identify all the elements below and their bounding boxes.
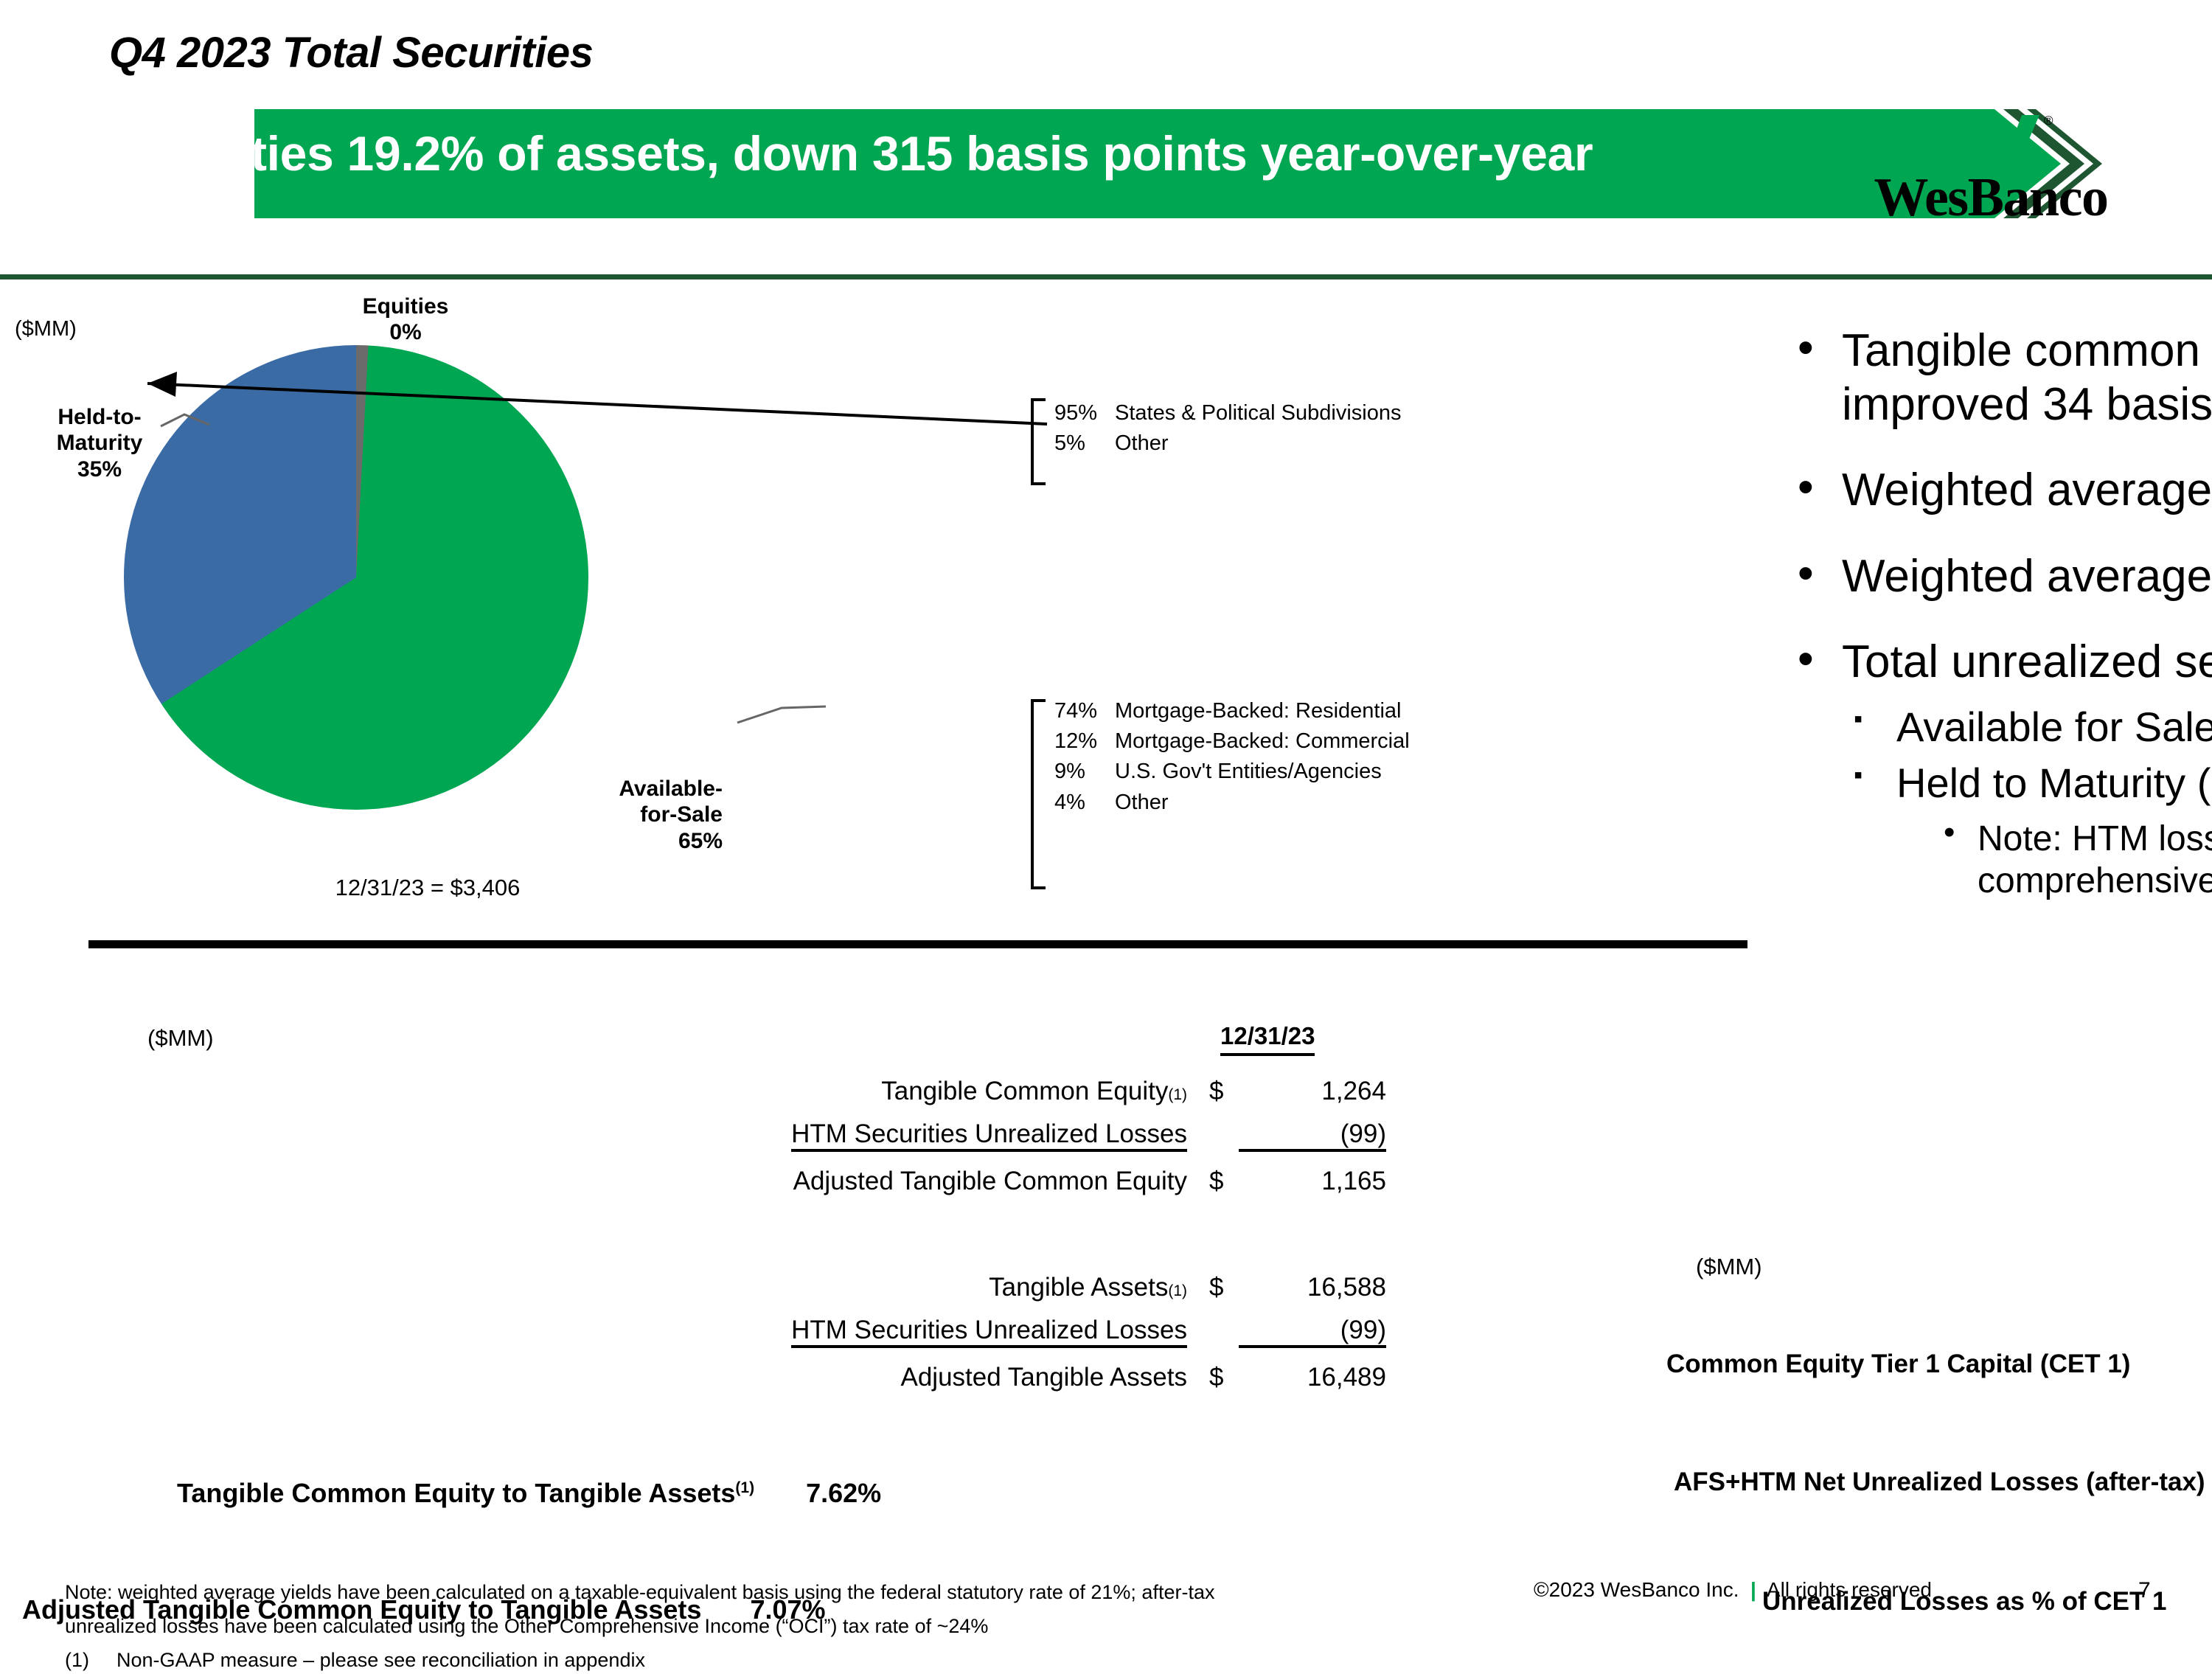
currency-symbol: $ [1209, 1167, 1224, 1195]
currency-symbol: $ [1209, 1273, 1224, 1302]
pie-slices [124, 345, 588, 810]
bullet-item: Weighted average yield 2.48% vs. 2.32% l… [1784, 461, 2212, 518]
summary-row-tce-ratio: Tangible Common Equity to Tangible Asset… [177, 1478, 882, 1508]
left-table-column-header: 12/31/23 [1220, 1022, 1315, 1056]
summary-row-adjusted-tce-ratio: Adjusted Tangible Common Equity to Tangi… [22, 1594, 826, 1625]
pie-label-held-to-maturity: Held-to- Maturity 35% [56, 405, 143, 482]
table-cell-value: 1,165 [1321, 1167, 1386, 1195]
section-divider [88, 940, 1747, 948]
wesbanco-logo: ® WesBanco [1836, 109, 2146, 257]
sub-sub-bullet-item: Note: HTM losses not recognized in accum… [1932, 813, 2212, 903]
header-divider [0, 274, 2212, 279]
legend-item: 4% Other [1054, 790, 1169, 814]
table-row: AFS+HTM Net Unrealized Losses (after-tax… [1674, 1468, 2205, 1496]
bullet-item: Weighted average duration 5.2 [1784, 547, 2212, 604]
left-table-units: ($MM) [147, 1025, 214, 1051]
banner-title: Securities 19.2% of assets, down 315 bas… [103, 126, 1593, 181]
right-table-units: ($MM) [1696, 1254, 1762, 1279]
htm-legend: 95% States & Political Subdivisions 5% O… [1054, 398, 1401, 459]
table-cell-value: (99) [1239, 1119, 1386, 1152]
pie-label-available-for-sale: Available- for-Sale 65% [619, 777, 723, 853]
sub-bullet-item: Available for Sale (“AFS”) = $233MM [1842, 703, 2212, 751]
copyright-notice: ©2023 WesBanco Inc. | All rights reserve… [1534, 1578, 1933, 1601]
chart-units-label: ($MM) [15, 317, 77, 341]
legend-item: 95% States & Political Subdivisions [1054, 401, 1402, 425]
htm-legend-bracket [1031, 398, 1046, 485]
securities-pie-chart: ($MM) Equities 0% Held-to- Maturity 35% … [0, 280, 1410, 922]
table-cell-value: 16,588 [1307, 1273, 1386, 1302]
table-row: Common Equity Tier 1 Capital (CET 1) [1666, 1350, 2131, 1378]
highlights-bullet-list: Tangible common equity to tangible asset… [1784, 322, 2212, 903]
page-number: 7 [2138, 1578, 2151, 1602]
table-cell-value: 16,489 [1307, 1363, 1386, 1392]
legend-item: 9% U.S. Gov't Entities/Agencies [1054, 760, 1382, 784]
afs-legend: 74% Mortgage-Backed: Residential 12% Mor… [1054, 696, 1410, 818]
footnote-line-2: unrealized losses have been calculated u… [65, 1615, 989, 1637]
table-row: Adjusted Tangible Assets [900, 1363, 1187, 1392]
bullet-item: Total unrealized securities losses (afte… [1784, 633, 2212, 690]
wesbanco-wordmark: WesBanco [1874, 167, 2109, 228]
bullet-item: Tangible common equity to tangible asset… [1784, 322, 2212, 431]
afs-legend-bracket [1031, 699, 1046, 889]
registered-mark: ® [2044, 114, 2053, 128]
table-row: Adjusted Tangible Common Equity [793, 1167, 1187, 1195]
table-cell-value: (99) [1239, 1316, 1386, 1348]
banner-shape [254, 109, 2102, 218]
table-row: Unrealized Losses as % of CET 1 [1762, 1587, 2167, 1616]
footnote-line-3: (1) Non-GAAP measure – please see reconc… [65, 1649, 645, 1671]
table-row: Tangible Assets (1) [989, 1273, 1187, 1302]
sub-bullet-item: Held to Maturity (“HTM”) = $99MM [1842, 759, 2212, 808]
currency-symbol: $ [1209, 1363, 1224, 1392]
pie-label-equities: Equities 0% [362, 294, 449, 345]
pie-graphic [124, 345, 588, 810]
banner: Securities 19.2% of assets, down 315 bas… [0, 109, 2212, 218]
legend-item: 74% Mortgage-Backed: Residential [1054, 699, 1402, 723]
footnote-line-1: Note: weighted average yields have been … [65, 1581, 1215, 1603]
table-row: HTM Securities Unrealized Losses [0, 1119, 1187, 1152]
page-title: Q4 2023 Total Securities [109, 29, 594, 77]
chart-total-label: 12/31/23 = $3,406 [335, 875, 521, 900]
legend-item: 5% Other [1054, 431, 1169, 456]
currency-symbol: $ [1209, 1077, 1224, 1105]
table-cell-value: 1,264 [1321, 1077, 1386, 1105]
table-row: HTM Securities Unrealized Losses [0, 1316, 1187, 1348]
wesbanco-w-chevron-icon [1924, 115, 2039, 170]
legend-item: 12% Mortgage-Backed: Commercial [1054, 729, 1410, 754]
table-row: Tangible Common Equity (1) [881, 1077, 1187, 1105]
